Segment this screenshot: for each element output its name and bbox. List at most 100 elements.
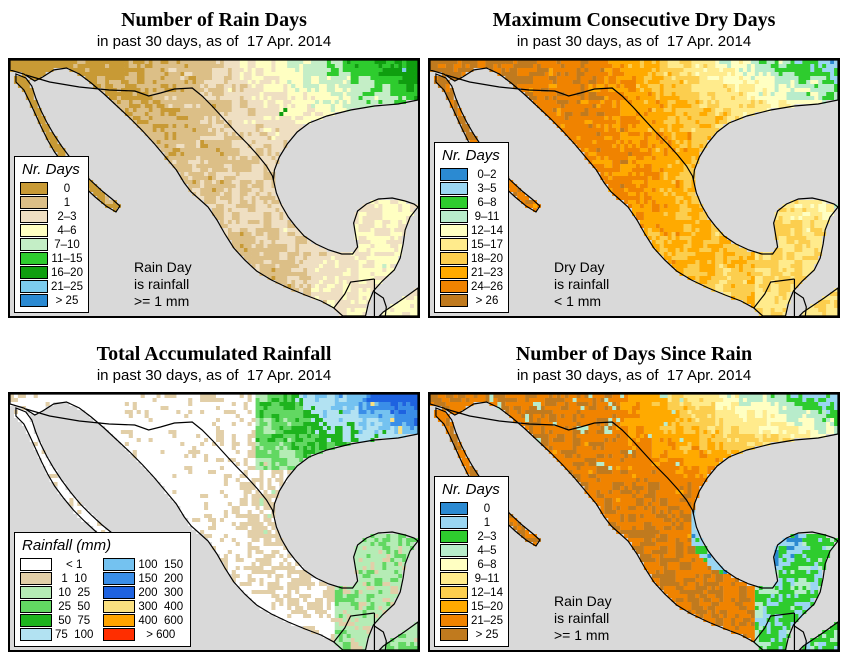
legend-row: 300 400: [103, 600, 183, 613]
legend-label: 15–20: [471, 600, 503, 613]
legend-row: 12–14: [440, 224, 503, 237]
legend-swatch: [20, 600, 52, 613]
legend-row: > 600: [103, 628, 183, 641]
guatemala-border: [753, 612, 795, 643]
legend-label: 18–20: [471, 252, 503, 265]
legend-row: 9–11: [440, 210, 503, 223]
pixel-class-9: [370, 402, 403, 434]
legend-label: 50 75: [58, 614, 91, 627]
legend-label: 1: [63, 196, 71, 209]
legend-row: 6–8: [440, 558, 503, 571]
belize-guatemala-border: [794, 625, 807, 650]
legend-row: 200 300: [103, 586, 183, 599]
legend-swatch: [440, 280, 468, 293]
legend-label: 2–3: [57, 210, 77, 223]
coastline-baja: [15, 73, 121, 213]
legend-swatch: [103, 558, 136, 571]
legend-label: 15–17: [471, 238, 503, 251]
legend-column: 0 1 2–3 4–5 6–8 9–11 12–14 15–20 21–25 > 25: [440, 501, 503, 642]
legend-row: 6–8: [440, 196, 503, 209]
legend-swatch: [103, 628, 136, 641]
legend-row: 150 200: [103, 572, 183, 585]
legend-row: 3–5: [440, 182, 503, 195]
legend-row: 18–20: [440, 252, 503, 265]
legend-row: > 25: [440, 628, 503, 641]
panel-rain-days: Number of Rain Days in past 30 days, as …: [8, 6, 420, 318]
pixel-class-5: [326, 60, 418, 104]
legend-swatch: [103, 614, 136, 627]
legend-swatch: [20, 628, 52, 641]
legend-label: 400 600: [138, 614, 184, 627]
legend-label: 2–3: [477, 530, 497, 543]
legend-swatch: [20, 586, 52, 599]
legend-row: 1: [20, 196, 83, 209]
map-dry-days: Nr. Days 0–2 3–5 6–8 9–11 12–14 15–17 18–20 21–…: [428, 58, 840, 318]
legend-label: 25 50: [58, 600, 91, 613]
legend-swatch: [440, 168, 468, 181]
belize-guatemala-border: [374, 291, 387, 316]
belize-guatemala-border: [794, 291, 807, 316]
legend-label: 24–26: [471, 280, 503, 293]
legend-label: 12–14: [471, 224, 503, 237]
legend-swatch: [440, 238, 468, 251]
map-graphic-accumulated-rainfall: [10, 394, 418, 650]
legend-row: 21–25: [440, 614, 503, 627]
legend-label: 3–5: [477, 182, 497, 195]
legend-row: 9–11: [440, 572, 503, 585]
legend-swatch: [20, 614, 52, 627]
legend-swatch: [20, 266, 48, 279]
pixel-class-2: [758, 60, 838, 100]
pixel-class-3: [255, 394, 418, 650]
panel-subtitle: in past 30 days, as of 17 Apr. 2014: [516, 33, 752, 50]
legend-row: 100 150: [103, 558, 183, 571]
legend-row: < 1: [20, 558, 93, 571]
pixel-class-3: [719, 60, 838, 208]
legend-swatch: [440, 294, 468, 307]
legend-swatch: [440, 182, 468, 195]
guatemala-border: [333, 612, 375, 643]
legend-row: 4–5: [440, 544, 503, 557]
legend-swatch: [440, 628, 468, 641]
legend-swatch: [20, 210, 48, 223]
legend-row: 400 600: [103, 614, 183, 627]
legend-row: > 26: [440, 294, 503, 307]
legend-swatch: [440, 224, 468, 237]
legend-row: 12–14: [440, 586, 503, 599]
coastline-caribbean-corner: [378, 287, 418, 316]
legend-swatch: [440, 544, 468, 557]
legend-swatch: [103, 586, 136, 599]
panel-title: Total Accumulated Rainfall: [96, 343, 332, 365]
legend-label: 4–5: [477, 544, 497, 557]
legend-row: 4–6: [20, 224, 83, 237]
legend-label: > 25: [475, 628, 499, 641]
legend-swatch: [20, 224, 48, 237]
pixel-class-4: [715, 394, 835, 438]
legend-row: 50 75: [20, 614, 93, 627]
pixel-class-1: [10, 394, 418, 650]
legend-row: 75 100: [20, 628, 93, 641]
legend-row: 2–3: [20, 210, 83, 223]
legend-row: 21–25: [20, 280, 83, 293]
legend-label: 300 400: [138, 600, 184, 613]
panel-dry-days: Maximum Consecutive Dry Days in past 30 …: [428, 6, 840, 318]
us-mexico-border: [445, 74, 694, 181]
legend-label: 16–20: [51, 266, 83, 279]
legend-row: 25 50: [20, 600, 93, 613]
panel-subtitle: in past 30 days, as of 17 Apr. 2014: [96, 367, 332, 384]
map-note: Rain Day is rainfall >= 1 mm: [134, 259, 192, 309]
legend-title: Nr. Days: [442, 147, 500, 164]
legend-row: > 25: [20, 294, 83, 307]
legend-row: 0: [20, 182, 83, 195]
legend-label: 21–23: [471, 266, 503, 279]
coastline-baja: [435, 407, 541, 547]
panel-accumulated-rainfall: Total Accumulated Rainfall in past 30 da…: [8, 340, 420, 652]
pixel-class-4: [695, 60, 835, 232]
pixel-class-8: [366, 394, 418, 426]
pixel-class-0: [830, 60, 835, 64]
legend-label: < 1: [66, 558, 83, 571]
legend-swatch: [20, 252, 48, 265]
pixel-class-8: [430, 394, 755, 642]
coastline-caribbean-corner: [378, 621, 418, 650]
